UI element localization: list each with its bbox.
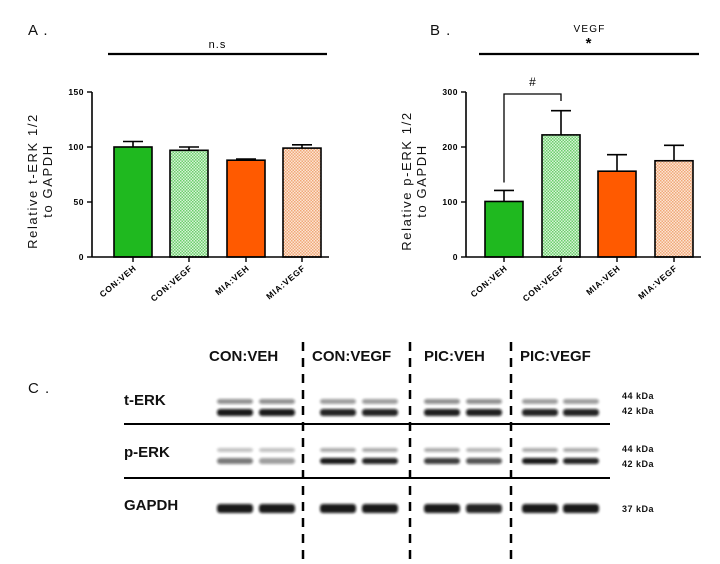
- blot-group-con-vegf: CON:VEGF: [312, 348, 392, 365]
- blot-group-con-veh: CON:VEH: [209, 348, 279, 365]
- bar-charts: 0 50 100 150 CON:VEH CON:VEGF MIA:VEH MIA:VEGF n…: [68, 24, 701, 303]
- panel-c-label: C .: [28, 380, 51, 397]
- kda-perk-44: 44 kDa: [622, 444, 655, 454]
- blot-band: [217, 399, 253, 404]
- chart-a-significance-label: n.s: [209, 39, 227, 51]
- blot-band: [362, 458, 398, 464]
- blot-band: [563, 504, 599, 513]
- blot-band: [424, 458, 460, 464]
- chart-a-ytick-label: 150: [68, 87, 84, 97]
- chart-a: 0 50 100 150 CON:VEH CON:VEGF MIA:VEH MIA:VEGF n…: [68, 39, 329, 303]
- chart-a-bar: [282, 147, 322, 258]
- chart-b-category-label: MIA:VEGF: [636, 263, 679, 301]
- chart-a-category-label: MIA:VEGF: [264, 263, 307, 301]
- chart-a-ytick-label: 50: [74, 197, 84, 207]
- blot-band: [466, 504, 502, 513]
- blot-row-terk: t-ERK: [124, 392, 166, 409]
- chart-b-category-label: CON:VEGF: [521, 263, 567, 304]
- blot-band: [362, 504, 398, 513]
- chart-a-category-label: MIA:VEH: [213, 263, 251, 297]
- blot-band: [522, 458, 558, 464]
- kda-gapdh-37: 37 kDa: [622, 504, 655, 514]
- blot-band: [424, 448, 460, 452]
- chart-b-ytick-label: 300: [442, 87, 458, 97]
- chart-a-bar: [113, 146, 153, 258]
- western-blot: [124, 342, 610, 562]
- blot-band: [217, 458, 253, 464]
- blot-band: [424, 399, 460, 404]
- blot-band: [522, 399, 558, 404]
- chart-b-category-label: MIA:VEH: [584, 263, 622, 297]
- panel-a-label: A .: [28, 22, 49, 39]
- chart-b-bar: [654, 159, 694, 258]
- blot-band: [362, 448, 398, 452]
- chart-b-significance-label: *: [586, 35, 593, 52]
- kda-terk-42: 42 kDa: [622, 406, 655, 416]
- blot-band: [466, 448, 502, 452]
- blot-row-gapdh: GAPDH: [124, 497, 179, 514]
- chart-b-bracket-label: #: [529, 75, 536, 89]
- blot-band: [522, 504, 558, 513]
- blot-band: [259, 448, 295, 452]
- chart-b-ytick-label: 0: [453, 252, 458, 262]
- blot-band: [362, 399, 398, 404]
- chart-b-bar: [484, 200, 524, 258]
- blot-band: [320, 399, 356, 404]
- blot-band: [217, 448, 253, 452]
- chart-b-ytick-label: 200: [442, 142, 458, 152]
- blot-band: [424, 409, 460, 416]
- blot-band: [563, 409, 599, 416]
- chart-a-ytick-label: 0: [79, 252, 84, 262]
- blot-band: [522, 448, 558, 452]
- blot-group-pic-vegf: PIC:VEGF: [520, 348, 591, 365]
- kda-terk-44: 44 kDa: [622, 391, 655, 401]
- blot-band: [424, 504, 460, 513]
- chart-a-category-label: CON:VEH: [98, 263, 139, 299]
- blot-band: [217, 504, 253, 513]
- blot-row-perk: p-ERK: [124, 444, 170, 461]
- chart-b: 0 100 200 300 CON:VEH CON:VEGF MIA:VEH MIA:VEGF…: [442, 24, 701, 303]
- blot-band: [466, 399, 502, 404]
- blot-group-pic-veh: PIC:VEH: [424, 348, 485, 365]
- blot-band: [259, 504, 295, 513]
- chart-b-ytick-label: 100: [442, 197, 458, 207]
- blot-band: [217, 409, 253, 416]
- chart-b-title: VEGF: [573, 24, 605, 35]
- chart-a-bar: [226, 159, 266, 258]
- blot-band: [320, 504, 356, 513]
- blot-band: [259, 409, 295, 416]
- chart-a-bar: [169, 149, 209, 258]
- chart-b-bracket: [503, 93, 562, 183]
- blot-band: [320, 448, 356, 452]
- blot-band: [320, 409, 356, 416]
- blot-band: [362, 409, 398, 416]
- chart-b-category-label: CON:VEH: [469, 263, 510, 299]
- blot-band: [466, 409, 502, 416]
- chart-a-ytick-label: 100: [68, 142, 84, 152]
- blot-band: [466, 458, 502, 464]
- blot-band: [563, 399, 599, 404]
- blot-band: [563, 448, 599, 452]
- blot-band: [320, 458, 356, 464]
- chart-a-category-label: CON:VEGF: [149, 263, 195, 304]
- blot-band: [259, 458, 295, 464]
- blot-band: [522, 409, 558, 416]
- chart-b-bar: [541, 134, 581, 258]
- blot-band: [259, 399, 295, 404]
- kda-perk-42: 42 kDa: [622, 459, 655, 469]
- blot-bands: [217, 399, 599, 513]
- chart-b-bar: [597, 170, 637, 258]
- panel-b-label: B .: [430, 22, 452, 39]
- blot-band: [563, 458, 599, 464]
